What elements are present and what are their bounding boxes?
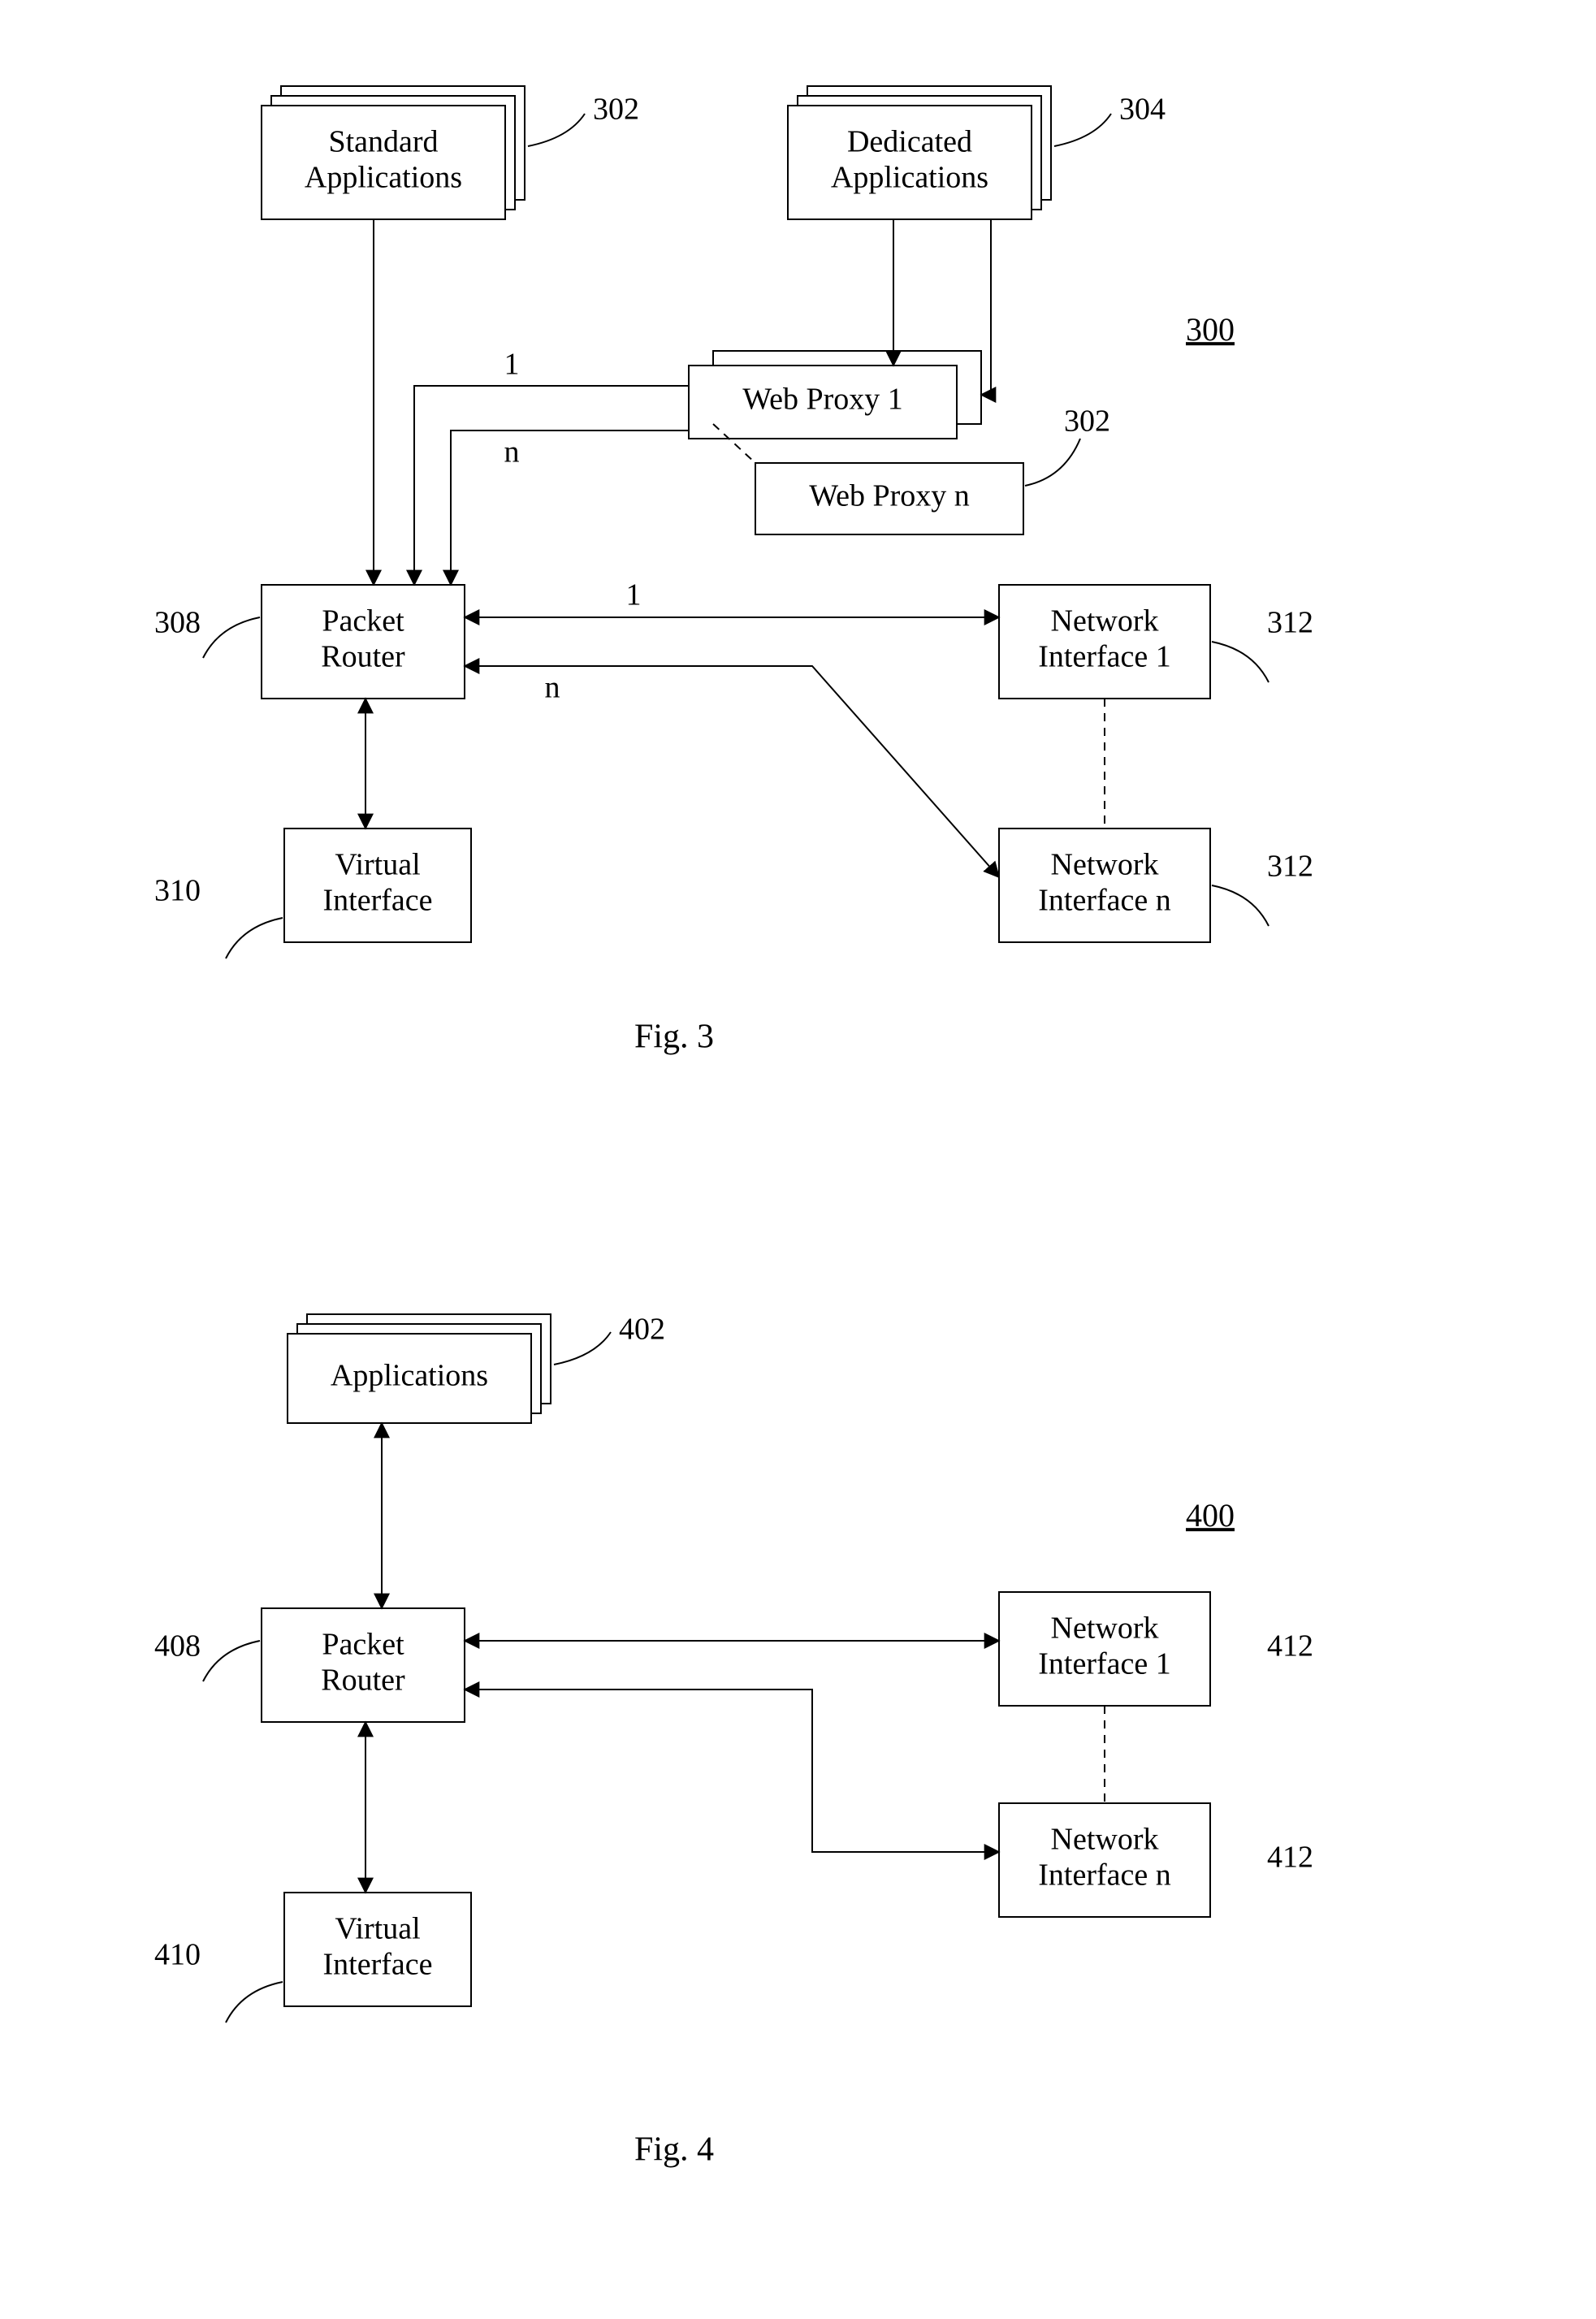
std-apps-label-bot: Applications bbox=[305, 161, 462, 195]
apps4-leader bbox=[554, 1332, 611, 1365]
router4-bot: Router bbox=[321, 1664, 405, 1698]
router4-leader bbox=[203, 1641, 260, 1681]
nifn-box-4: Network Interface n bbox=[999, 1803, 1210, 1917]
nifn-4-ref: 412 bbox=[1267, 1841, 1313, 1875]
nifn-3-top: Network bbox=[1051, 848, 1159, 882]
fig4: Applications 402 400 Packet Router 408 V… bbox=[154, 1313, 1313, 2169]
nif1-3-top: Network bbox=[1051, 604, 1159, 638]
ded-apps-label-bot: Applications bbox=[831, 161, 988, 195]
apps4-ref: 402 bbox=[619, 1313, 665, 1347]
nifn-3-bot: Interface n bbox=[1038, 884, 1171, 918]
apps-box-4: Applications bbox=[288, 1314, 551, 1423]
nif1-3-leader bbox=[1212, 642, 1269, 682]
nif1-box-4: Network Interface 1 bbox=[999, 1592, 1210, 1706]
ded-apps-box: Dedicated Applications bbox=[788, 86, 1051, 219]
fig4-title: Fig. 4 bbox=[634, 2131, 714, 2169]
std-apps-ref: 302 bbox=[593, 93, 639, 127]
nif1-3-ref: 312 bbox=[1267, 606, 1313, 640]
vint3-label-bot: Interface bbox=[323, 884, 433, 918]
proxyn-label: Web Proxy n bbox=[809, 479, 969, 513]
nifn-3-leader bbox=[1212, 885, 1269, 926]
ded-apps-ref: 304 bbox=[1119, 93, 1166, 127]
nif1-box-3: Network Interface 1 bbox=[999, 585, 1210, 699]
router4-ref: 408 bbox=[154, 1629, 201, 1664]
std-apps-leader bbox=[528, 114, 585, 146]
router3-label-top: Packet bbox=[322, 604, 404, 638]
fig3-id: 300 bbox=[1186, 311, 1235, 348]
ded-apps-leader bbox=[1054, 114, 1111, 146]
nif1-4-top: Network bbox=[1051, 1612, 1159, 1646]
fig4-id: 400 bbox=[1186, 1497, 1235, 1534]
vint3-leader bbox=[226, 918, 283, 958]
router-box-4: Packet Router bbox=[262, 1608, 465, 1722]
nifn-box-3: Network Interface n bbox=[999, 829, 1210, 942]
apps4-label: Applications bbox=[331, 1359, 488, 1393]
fig3-title: Fig. 3 bbox=[634, 1019, 714, 1056]
router4-top: Packet bbox=[322, 1628, 404, 1662]
vint3-ref: 310 bbox=[154, 874, 201, 908]
router-nifn-4 bbox=[465, 1689, 999, 1852]
proxy-edge-n: n bbox=[504, 435, 520, 469]
vint4-leader bbox=[226, 1982, 283, 2023]
router-nif1-lbl: 1 bbox=[626, 578, 642, 612]
fig3: Standard Applications 302 Dedicated Appl… bbox=[154, 86, 1313, 1056]
vint4-ref: 410 bbox=[154, 1938, 201, 1972]
nif1-3-bot: Interface 1 bbox=[1038, 640, 1171, 674]
nifn-4-top: Network bbox=[1051, 1823, 1159, 1857]
proxy-ref: 302 bbox=[1064, 405, 1110, 439]
proxy-leader bbox=[1025, 439, 1080, 486]
vint-box-3: Virtual Interface bbox=[284, 829, 471, 942]
proxy1-label: Web Proxy 1 bbox=[742, 383, 902, 417]
router3-leader bbox=[203, 617, 260, 658]
nif1-4-bot: Interface 1 bbox=[1038, 1647, 1171, 1681]
proxy-edge-1: 1 bbox=[504, 348, 520, 382]
std-apps-box: Standard Applications bbox=[262, 86, 525, 219]
vint3-label-top: Virtual bbox=[335, 848, 420, 882]
nif1-4-ref: 412 bbox=[1267, 1629, 1313, 1664]
nifn-3-ref: 312 bbox=[1267, 850, 1313, 884]
proxy-boxes: Web Proxy 1 Web Proxy n bbox=[689, 351, 1023, 534]
vint-box-4: Virtual Interface bbox=[284, 1893, 471, 2006]
ded-to-proxy-side bbox=[981, 219, 991, 395]
proxy1-to-router bbox=[414, 386, 689, 585]
nifn-4-bot: Interface n bbox=[1038, 1858, 1171, 1893]
std-apps-label-top: Standard bbox=[328, 125, 438, 159]
vint4-bot: Interface bbox=[323, 1948, 433, 1982]
proxyn-to-router bbox=[451, 430, 689, 585]
router-box-3: Packet Router bbox=[262, 585, 465, 699]
router3-label-bot: Router bbox=[321, 640, 405, 674]
ded-apps-label-top: Dedicated bbox=[847, 125, 972, 159]
vint4-top: Virtual bbox=[335, 1912, 420, 1946]
router3-ref: 308 bbox=[154, 606, 201, 640]
router-nifn-lbl: n bbox=[545, 671, 560, 705]
